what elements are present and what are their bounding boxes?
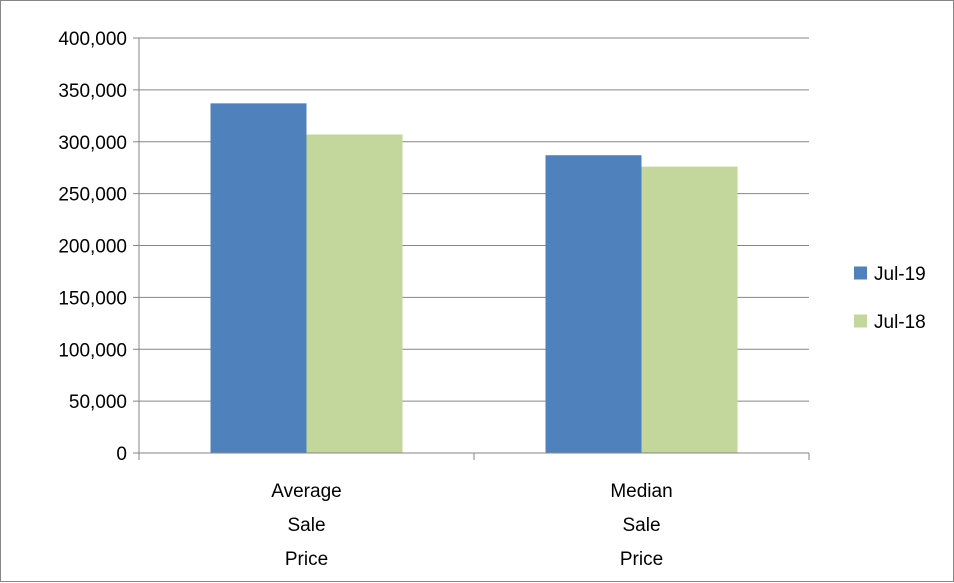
legend-swatch — [854, 314, 867, 328]
y-tick-labels: 0 50,000 100,000 150,000 200,000 250,000 300,0… — [58, 29, 127, 465]
y-tick-label: 100,000 — [58, 340, 127, 361]
category-label: Average — [271, 481, 341, 502]
legend-swatch — [854, 266, 867, 280]
axes — [133, 37, 810, 460]
bar-jul-18-0 — [306, 134, 403, 454]
y-tick-label: 50,000 — [69, 392, 127, 413]
bar-jul-18-1 — [641, 166, 738, 453]
legend-label: Jul-19 — [874, 264, 926, 285]
category-label: Median — [610, 481, 672, 502]
category-label: Price — [620, 549, 663, 570]
y-tick-label: 300,000 — [58, 133, 127, 154]
legend-label: Jul-18 — [874, 312, 926, 333]
y-tick-label: 350,000 — [58, 81, 127, 102]
category-labels: Average Sale Price Median Sale Price — [271, 481, 672, 570]
legend: Jul-19 Jul-18 — [854, 264, 926, 333]
category-label: Sale — [287, 515, 325, 536]
y-tick-label: 250,000 — [58, 185, 127, 206]
y-tick-label: 200,000 — [58, 237, 127, 258]
bar-jul-19-1 — [545, 155, 642, 454]
bars — [210, 103, 738, 454]
y-tick-label: 150,000 — [58, 288, 127, 309]
bar-jul-19-0 — [210, 103, 307, 454]
y-tick-label: 0 — [116, 444, 127, 465]
category-label: Sale — [622, 515, 660, 536]
category-label: Price — [285, 549, 328, 570]
y-tick-label: 400,000 — [58, 29, 127, 50]
